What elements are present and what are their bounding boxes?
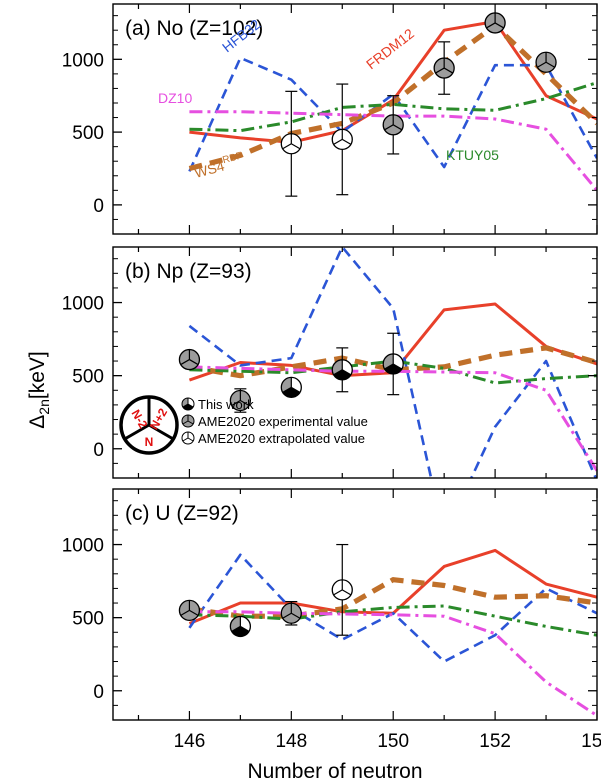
- marker-experimental: [280, 602, 302, 624]
- x-tick-label: 150: [377, 731, 409, 752]
- y-tick-label: 500: [72, 123, 104, 144]
- data-point-1: [229, 388, 252, 413]
- data-points: [280, 12, 557, 197]
- marker-experimental: [535, 51, 557, 73]
- y-tick-label: 1000: [62, 294, 104, 315]
- data-point-0: [178, 599, 201, 621]
- series-hfb32: [188, 553, 597, 663]
- data-point-0: [178, 348, 201, 371]
- x-axis-label: Number of neutron: [247, 760, 422, 783]
- legend-entry: AME2020 experimental value: [198, 414, 368, 429]
- data-point-2: [280, 600, 302, 626]
- x-tick-label: 152: [479, 731, 511, 752]
- y-tick-label: 0: [93, 682, 104, 703]
- data-point-3: [331, 543, 353, 636]
- series-dz10: [189, 110, 597, 192]
- panel-label: (c) U (Z=92): [125, 502, 239, 525]
- marker-this-work: [181, 397, 195, 411]
- x-tick-label: 146: [174, 731, 206, 752]
- marker-extrapolated: [331, 128, 353, 151]
- marker-extrapolated: [331, 579, 353, 601]
- marker-experimental: [433, 57, 455, 79]
- plot-frame: [112, 246, 598, 479]
- series-dz10: [189, 365, 597, 472]
- legend-entry: This work: [198, 397, 254, 412]
- data-points: [178, 543, 353, 638]
- data-point-1: [229, 615, 252, 638]
- marker-extrapolated: [280, 133, 302, 155]
- marker-this-work: [280, 376, 302, 399]
- model-curves: [188, 548, 597, 717]
- data-point-4: [484, 12, 506, 34]
- y-tick-label: 0: [93, 196, 104, 217]
- marker-this-work: [382, 353, 404, 375]
- y-tick-label: 1000: [62, 50, 104, 71]
- data-point-5: [535, 51, 557, 73]
- y-axis-label: Δ2n[keV]: [26, 351, 52, 428]
- y-tick-label: 500: [72, 367, 104, 388]
- data-point-4: [382, 332, 404, 396]
- series-hfb32: [188, 56, 597, 172]
- model-label-ktuy05: KTUY05: [446, 147, 499, 163]
- marker-experimental: [178, 599, 201, 621]
- y-tick-label: 500: [72, 609, 104, 630]
- series-ktuy05: [189, 81, 597, 133]
- panel-label: (b) Np (Z=93): [125, 260, 252, 283]
- data-point-0: [280, 90, 302, 197]
- marker-experimental: [229, 389, 252, 412]
- series-ws4rbf: [189, 577, 597, 619]
- panel-2: 0 500 1000 146 148 150 152 154 (c) U (Z=92): [62, 488, 601, 752]
- plot-frame: [112, 488, 598, 721]
- x-tick-label: 154: [581, 731, 601, 752]
- marker-this-work: [331, 359, 353, 381]
- model-label-ws4rbf: WS4RBF: [192, 150, 245, 180]
- panel-label: (a) No (Z=102): [125, 17, 263, 40]
- data-point-1: [331, 83, 353, 196]
- legend-diagram-label: N: [145, 435, 154, 449]
- data-point-3: [331, 347, 353, 393]
- marker-this-work: [229, 615, 252, 638]
- marker-experimental: [484, 12, 506, 34]
- y-tick-label: 1000: [62, 536, 104, 557]
- legend-entry: AME2020 extrapolated value: [198, 431, 365, 446]
- data-points: [178, 332, 404, 413]
- y-tick-label: 0: [93, 440, 104, 461]
- model-label-frdm12: FRDM12: [363, 25, 417, 72]
- model-label-dz10: DZ10: [158, 90, 192, 106]
- marker-extrapolated: [181, 431, 195, 445]
- plot-frame: [112, 3, 598, 235]
- data-point-3: [433, 41, 455, 95]
- marker-experimental: [382, 114, 404, 136]
- series-ktuy05: [189, 604, 597, 637]
- series-ktuy05: [189, 359, 597, 385]
- marker-experimental: [178, 348, 201, 371]
- x-tick-label: 148: [275, 731, 307, 752]
- series-ws4rbf: [188, 345, 597, 379]
- data-point-2: [280, 376, 302, 399]
- data-point-2: [382, 95, 404, 155]
- marker-experimental: [181, 414, 195, 428]
